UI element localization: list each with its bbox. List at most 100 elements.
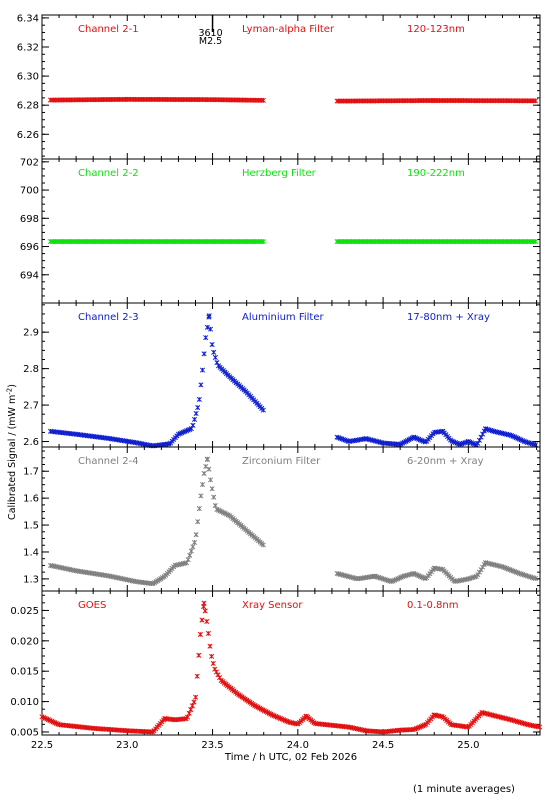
peak-point xyxy=(303,713,309,719)
data-point xyxy=(532,98,539,104)
x-tick-label: 23.0 xyxy=(116,740,138,751)
panel-label: Channel 2-4 xyxy=(78,456,139,467)
data-point xyxy=(209,341,215,348)
peak-point xyxy=(482,426,488,432)
peak-point xyxy=(162,716,168,722)
y-tick-label: 700 xyxy=(20,186,39,197)
panel-label: GOES xyxy=(78,600,106,611)
y-tick-label: 0.020 xyxy=(10,636,39,647)
x-tick-label: 24.5 xyxy=(372,740,394,751)
filter-label: Aluminium Filter xyxy=(242,312,325,323)
data-point xyxy=(201,470,207,477)
filter-label: Zirconium Filter xyxy=(242,456,321,467)
peak-point xyxy=(431,97,437,104)
y-tick-label: 702 xyxy=(20,157,39,168)
y-tick-label: 1.5 xyxy=(23,521,39,532)
y-tick-label: 1.4 xyxy=(23,547,39,558)
peak-point xyxy=(479,709,485,716)
panel-label: Channel 2-1 xyxy=(78,24,139,35)
data-point xyxy=(260,97,266,103)
data-point xyxy=(260,239,266,245)
data-point xyxy=(203,335,209,341)
data-point xyxy=(190,422,196,428)
data-point xyxy=(212,503,218,509)
data-point xyxy=(210,660,216,667)
peak-point xyxy=(372,573,378,579)
peak-point xyxy=(363,436,369,442)
y-tick-label: 0.025 xyxy=(10,606,39,617)
wavelength-range: 190-222nm xyxy=(407,168,465,179)
peak-point xyxy=(440,428,446,434)
data-point xyxy=(188,548,194,554)
data-point xyxy=(185,557,191,563)
data-point xyxy=(212,354,218,361)
peak-point xyxy=(482,560,488,566)
panel-frame xyxy=(41,590,541,736)
data-point xyxy=(190,544,196,550)
data-point xyxy=(209,486,215,492)
y-tick-label: 1.6 xyxy=(23,494,39,505)
data-point xyxy=(532,442,539,448)
peak-point xyxy=(204,456,210,462)
x-tick-label: 23.5 xyxy=(201,740,223,751)
data-point xyxy=(209,653,215,659)
x-axis-label: Time / h UTC, 02 Feb 2026 xyxy=(224,752,357,763)
filter-label: Herzberg Filter xyxy=(242,168,317,179)
y-tick-label: 2.8 xyxy=(23,364,39,375)
peak-point xyxy=(411,434,417,440)
data-point xyxy=(193,694,199,700)
data-point xyxy=(196,506,202,512)
y-tick-label: 0.005 xyxy=(10,727,39,738)
data-point xyxy=(194,673,200,679)
y-tick-label: 1.3 xyxy=(23,574,39,585)
data-point xyxy=(211,494,217,500)
panel-1: 6.26 6.28 6.30 6.32 6.34 Channel 2-1 Lyman-alp… xyxy=(17,13,541,160)
panel-4: 1.3 1.4 1.5 1.6 1.7 Channel 2-4 Zirconium Filt… xyxy=(23,446,541,592)
panel-2: 694 696 698 700 702 Channel 2-2 Herzberg Filte… xyxy=(20,157,541,304)
data-point xyxy=(202,608,208,614)
wavelength-range: 6-20nm + Xray xyxy=(407,456,484,467)
data-point xyxy=(195,405,201,411)
data-point xyxy=(196,652,202,658)
peak-point xyxy=(431,565,437,571)
y-tick-label: 1.7 xyxy=(23,467,39,478)
wavelength-range: 17-80nm + Xray xyxy=(407,312,490,323)
y-tick-label: 2.7 xyxy=(23,401,39,412)
data-point xyxy=(199,367,206,373)
filter-label: Xray Sensor xyxy=(242,600,303,611)
peak-point xyxy=(431,712,437,718)
y-tick-label: 6.34 xyxy=(17,13,39,24)
data-point xyxy=(191,539,198,546)
peak-point xyxy=(206,313,212,319)
y-tick-label: 698 xyxy=(20,214,39,225)
y-tick-label: 2.6 xyxy=(23,437,39,448)
data-point xyxy=(532,575,539,582)
data-point xyxy=(198,493,204,499)
data-point xyxy=(199,617,205,623)
data-point xyxy=(193,532,199,538)
data-point xyxy=(205,630,211,636)
data-point xyxy=(198,382,204,388)
panel-label: Channel 2-3 xyxy=(78,312,139,323)
data-point xyxy=(207,477,214,483)
data-point xyxy=(204,324,210,330)
data-point xyxy=(201,351,207,357)
data-point xyxy=(206,466,212,472)
data-point xyxy=(211,349,217,355)
x-tick-label: 25.0 xyxy=(457,740,479,751)
data-point xyxy=(204,618,210,625)
y-tick-label: 696 xyxy=(20,242,39,253)
data-point xyxy=(207,643,213,649)
wavelength-range: 120-123nm xyxy=(407,24,465,35)
panel-label: Channel 2-2 xyxy=(78,168,139,179)
peak-point xyxy=(201,600,207,606)
y-tick-label: 6.30 xyxy=(17,72,39,83)
data-point xyxy=(537,724,543,730)
data-point xyxy=(196,396,202,402)
y-tick-label: 6.32 xyxy=(17,43,39,54)
y-tick-label: 0.010 xyxy=(10,697,39,708)
y-tick-label: 2.9 xyxy=(23,328,39,339)
footnote: (1 minute averages) xyxy=(413,784,515,795)
data-point xyxy=(191,416,198,422)
